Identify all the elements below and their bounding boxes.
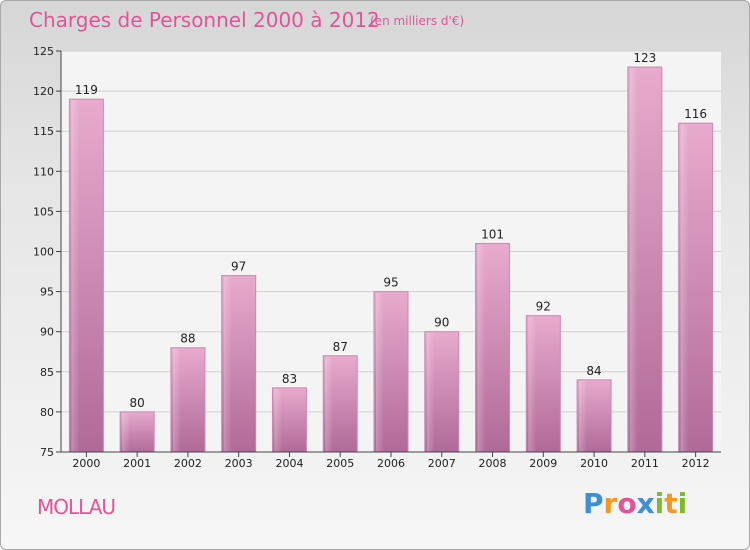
x-tick-label: 2012 bbox=[682, 457, 710, 470]
x-tick-label: 2005 bbox=[326, 457, 354, 470]
proxiti-logo: Proxiti bbox=[583, 487, 687, 520]
bar-value-label: 90 bbox=[434, 316, 449, 330]
y-tick-label: 95 bbox=[40, 286, 54, 299]
logo-letter: r bbox=[603, 487, 618, 520]
x-tick-label: 2000 bbox=[72, 457, 100, 470]
bar-value-label: 92 bbox=[536, 300, 551, 314]
logo-letter: t bbox=[664, 487, 678, 520]
bar-value-label: 119 bbox=[75, 83, 98, 97]
logo-letter: i bbox=[654, 487, 665, 520]
x-tick-label: 2004 bbox=[275, 457, 303, 470]
bar-highlight bbox=[376, 292, 384, 452]
y-tick-label: 115 bbox=[33, 125, 54, 138]
x-tick-label: 2011 bbox=[631, 457, 659, 470]
chart-subtitle: (en milliers d'€) bbox=[370, 14, 465, 28]
bar-highlight bbox=[680, 124, 689, 453]
bar-value-label: 101 bbox=[481, 227, 504, 241]
bar-highlight bbox=[122, 412, 131, 452]
bar-highlight bbox=[172, 348, 181, 452]
bar-value-label: 84 bbox=[586, 364, 601, 378]
bar-value-label: 97 bbox=[231, 260, 246, 274]
bar-value-label: 80 bbox=[130, 396, 145, 410]
y-tick-label: 90 bbox=[40, 326, 54, 339]
bar-highlight bbox=[325, 356, 334, 452]
bar-highlight bbox=[629, 68, 638, 452]
y-tick-label: 120 bbox=[33, 85, 54, 98]
x-tick-label: 2010 bbox=[580, 457, 608, 470]
bar-value-label: 83 bbox=[282, 372, 297, 386]
x-tick-label: 2007 bbox=[428, 457, 456, 470]
x-tick-label: 2002 bbox=[174, 457, 202, 470]
x-tick-label: 2009 bbox=[529, 457, 557, 470]
logo-letter: x bbox=[636, 487, 655, 520]
x-tick-label: 2001 bbox=[123, 457, 151, 470]
x-tick-label: 2008 bbox=[479, 457, 507, 470]
bar-highlight bbox=[71, 100, 80, 453]
y-tick-label: 125 bbox=[33, 45, 54, 58]
y-tick-label: 80 bbox=[40, 406, 54, 419]
bar-highlight bbox=[426, 332, 435, 452]
bar-value-label: 123 bbox=[633, 51, 656, 65]
logo-letter: i bbox=[677, 487, 688, 520]
logo-letter: o bbox=[617, 487, 637, 520]
bar-highlight bbox=[274, 388, 283, 452]
bar-value-label: 88 bbox=[180, 332, 195, 346]
place-name: MOLLAU bbox=[37, 495, 116, 519]
logo-letter: P bbox=[583, 487, 604, 520]
y-tick-label: 75 bbox=[40, 446, 54, 459]
bar-highlight bbox=[477, 244, 486, 452]
bar-value-label: 116 bbox=[684, 107, 707, 121]
y-tick-label: 110 bbox=[33, 165, 54, 178]
chart-title: Charges de Personnel 2000 à 2012 bbox=[29, 8, 380, 32]
x-tick-label: 2003 bbox=[225, 457, 253, 470]
bar-highlight bbox=[223, 276, 232, 452]
bar-value-label: 95 bbox=[383, 276, 398, 290]
y-tick-label: 85 bbox=[40, 366, 54, 379]
y-tick-label: 100 bbox=[33, 246, 54, 259]
x-tick-label: 2006 bbox=[377, 457, 405, 470]
bar-highlight bbox=[528, 316, 537, 452]
bar-highlight bbox=[579, 380, 588, 452]
bar-value-label: 87 bbox=[333, 340, 348, 354]
y-tick-label: 105 bbox=[33, 205, 54, 218]
